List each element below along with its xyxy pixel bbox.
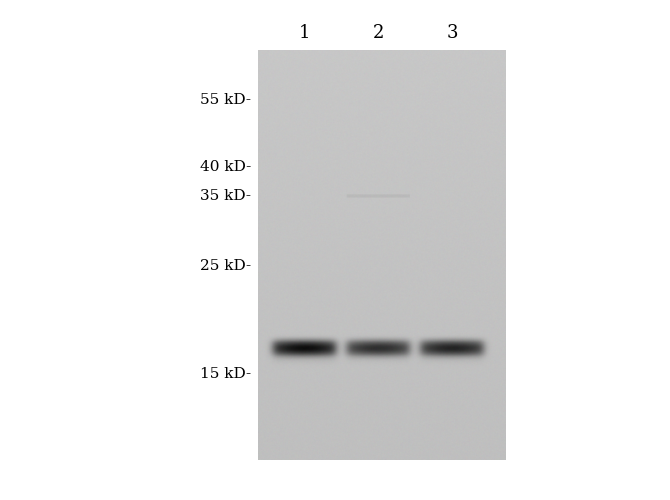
Text: 55 kD-: 55 kD- <box>200 93 251 107</box>
Text: 3: 3 <box>446 24 458 42</box>
Text: 40 kD-: 40 kD- <box>200 160 251 174</box>
Text: 25 kD-: 25 kD- <box>200 260 251 274</box>
Text: 35 kD-: 35 kD- <box>200 189 251 203</box>
Text: 2: 2 <box>373 24 384 42</box>
Text: 15 kD-: 15 kD- <box>200 367 251 381</box>
Text: 1: 1 <box>299 24 311 42</box>
